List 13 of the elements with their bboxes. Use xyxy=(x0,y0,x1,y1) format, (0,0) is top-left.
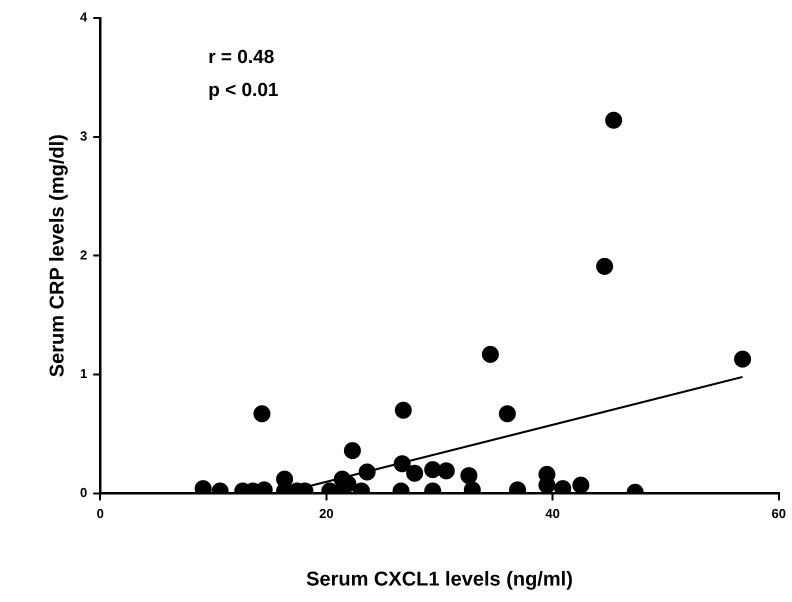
x-tick-label: 0 xyxy=(96,506,104,521)
y-axis-title: Serum CRP levels (mg/dl) xyxy=(46,134,69,378)
y-tick-label: 4 xyxy=(80,10,88,25)
y-tick-label: 0 xyxy=(80,484,88,500)
x-tick-label: 40 xyxy=(545,506,560,521)
x-tick-label: 20 xyxy=(319,506,334,521)
annotation: p < 0.01 xyxy=(208,80,279,101)
annotation: r = 0.48 xyxy=(208,47,274,68)
x-tick-label: 60 xyxy=(772,506,786,521)
y-tick-label: 2 xyxy=(80,247,88,262)
y-tick-label: 1 xyxy=(80,366,88,382)
x-axis-title: Serum CXCL1 levels (ng/ml) xyxy=(306,568,573,591)
y-tick-label: 3 xyxy=(80,128,88,144)
